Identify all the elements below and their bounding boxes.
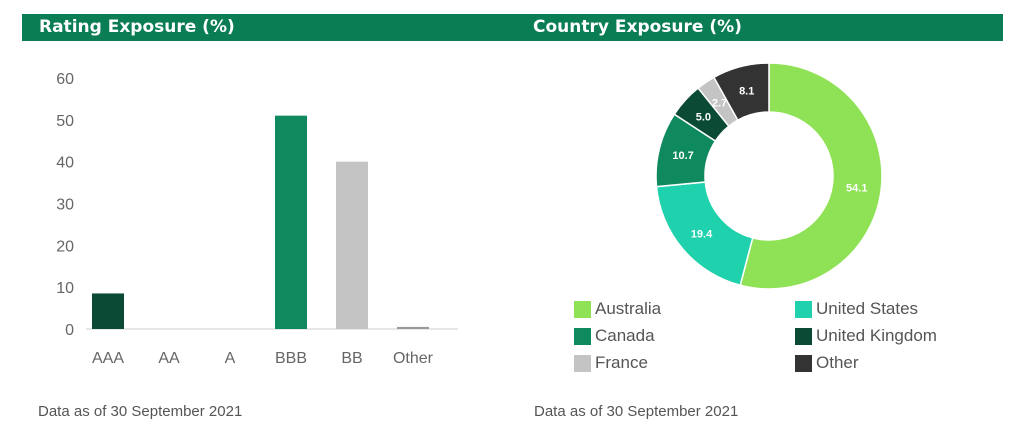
- x-tick-label: Other: [393, 350, 434, 367]
- legend-item-united-states: United States: [795, 298, 918, 320]
- legend-swatch: [574, 327, 591, 345]
- bar-other: [397, 326, 429, 329]
- bar-bb: [336, 161, 368, 329]
- legend-swatch: [795, 300, 812, 318]
- legend-item-australia: Australia: [574, 298, 661, 320]
- x-tick-label: AA: [158, 350, 180, 367]
- x-tick-label: BBB: [275, 350, 307, 367]
- legend-label: Canada: [595, 326, 655, 345]
- legend-label: France: [595, 353, 648, 372]
- y-tick-label: 50: [56, 113, 74, 130]
- legend-swatch: [574, 300, 591, 318]
- country-donut-chart: 54.1 19.4 10.7 5.02.7 8.1: [655, 62, 883, 290]
- legend-label: Australia: [595, 299, 662, 318]
- legend-item-france: France: [574, 352, 648, 374]
- legend-label: Other: [816, 353, 859, 372]
- y-tick-label: 40: [56, 155, 74, 172]
- x-tick-label: BB: [341, 350, 362, 367]
- y-tick-label: 0: [65, 322, 74, 339]
- legend-item-other: Other: [795, 352, 859, 374]
- legend-label: United States: [816, 299, 919, 318]
- y-tick-label: 30: [56, 197, 74, 214]
- slice-other: [712, 62, 770, 122]
- bar-bbb: [275, 115, 307, 330]
- rating-exposure-title: Rating Exposure (%): [39, 17, 235, 37]
- y-tick-label: 10: [56, 280, 74, 297]
- slice-value-label: 5.0: [696, 112, 711, 124]
- x-tick-label: AAA: [92, 350, 124, 367]
- country-data-note: Data as of 30 September 2021: [534, 403, 739, 420]
- slice-value-label: 54.1: [846, 182, 867, 194]
- slice-value-label: 2.7: [712, 98, 727, 110]
- country-exposure-title: Country Exposure (%): [533, 17, 742, 37]
- slice-value-label: 19.4: [691, 228, 713, 240]
- legend-item-united-kingdom: United Kingdom: [795, 325, 937, 347]
- rating-data-note: Data as of 30 September 2021: [38, 403, 243, 420]
- slice-australia: [739, 62, 883, 290]
- y-tick-label: 20: [56, 238, 74, 255]
- slice-value-label: 10.7: [672, 150, 693, 162]
- legend-label: United Kingdom: [816, 326, 937, 345]
- bar-aaa: [92, 293, 124, 329]
- header-bar: Rating Exposure (%) Country Exposure (%): [22, 14, 1003, 41]
- legend-swatch: [795, 354, 812, 372]
- legend-swatch: [795, 327, 812, 345]
- slice-value-label: 8.1: [739, 85, 754, 97]
- legend-swatch: [574, 354, 591, 372]
- x-tick-label: A: [225, 350, 236, 367]
- y-tick-label: 60: [56, 71, 74, 88]
- legend-item-canada: Canada: [574, 325, 655, 347]
